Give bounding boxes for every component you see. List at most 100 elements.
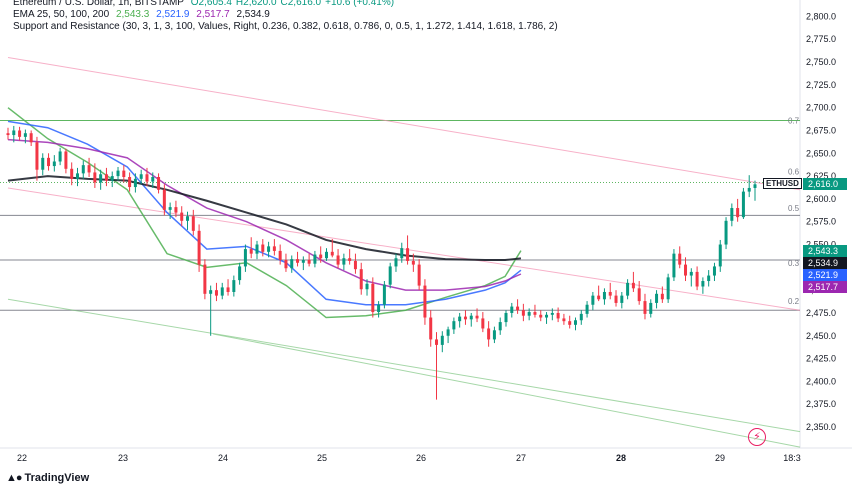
legend-support-resistance[interactable]: Support and Resistance (30, 3, 1, 3, 100… (13, 21, 562, 33)
fib-label: 0.3 (788, 259, 800, 268)
candle-body (180, 212, 184, 221)
y-tick-label: 2,775.0 (806, 34, 836, 44)
y-tick-label: 2,350.0 (806, 422, 836, 432)
candle-body (168, 207, 172, 210)
candle-body (348, 258, 352, 261)
candle-body (458, 316, 462, 322)
ema-line (7, 175, 522, 262)
candle-body (87, 165, 91, 173)
y-tick-label: 2,450.0 (806, 331, 836, 341)
y-tick-label: 2,800.0 (806, 11, 836, 21)
candle-body (741, 191, 745, 218)
y-tick-label: 2,400.0 (806, 376, 836, 386)
ema25-value: 2,543.3 (115, 9, 150, 20)
y-tick-label: 2,750.0 (806, 57, 836, 67)
candle-body (186, 216, 190, 221)
candle-body (220, 287, 224, 296)
candle-body (52, 161, 56, 167)
ema200-value: 2,534.9 (236, 9, 270, 20)
legend-ema[interactable]: EMA 25, 50, 100, 200 2,543.3 2,521.9 2,5… (13, 9, 274, 21)
candle-body (243, 249, 247, 267)
candle-body (643, 301, 647, 314)
candle-body (133, 178, 137, 188)
y-tick-label: 2,725.0 (806, 80, 836, 90)
candle-body (336, 255, 340, 265)
tradingview-logo: ▲● TradingView (6, 472, 89, 484)
candle-body (255, 244, 259, 254)
candle-body (406, 248, 410, 261)
candle-body (417, 264, 421, 286)
candle-body (110, 176, 114, 181)
x-tick-label: 25 (317, 453, 327, 463)
candle-body (191, 216, 195, 231)
trend-line (7, 187, 801, 311)
candle-body (104, 174, 108, 181)
candle-body (296, 259, 300, 263)
ema-line (7, 138, 522, 291)
current-price-tag: 2,616.0 (803, 178, 847, 190)
candle-body (591, 295, 595, 305)
y-tick-label: 2,700.0 (806, 103, 836, 113)
candle-body (29, 133, 33, 143)
candle-body (701, 281, 705, 287)
candle-body (267, 246, 271, 252)
price-tag: 2,521.9 (803, 268, 847, 281)
symbol-label: ETHUSD (763, 178, 802, 189)
candle-body (47, 157, 51, 167)
candle-body (81, 165, 85, 174)
legend-ohlc: O2,605.4 H2,620.0 C2,616.0 +10.6 (+0.41%) (191, 0, 398, 8)
candle-body (238, 266, 242, 281)
x-tick-label: 26 (416, 453, 426, 463)
y-tick-label: 2,675.0 (806, 125, 836, 135)
candle-body (377, 304, 381, 313)
candle-body (203, 264, 207, 294)
candle-body (435, 339, 439, 345)
x-tick-label: 23 (118, 453, 128, 463)
candle-body (492, 330, 496, 340)
candle-body (70, 168, 74, 179)
candle-body (249, 249, 253, 254)
candle-body (359, 269, 363, 290)
ema50-value: 2,521.9 (156, 9, 190, 20)
flash-icon[interactable]: ⚡ (748, 428, 766, 446)
ohlc-value: H2,620.0 (235, 0, 277, 8)
candle-body (631, 282, 635, 289)
candle-body (388, 266, 392, 285)
candle-body (585, 304, 589, 314)
candle-body (139, 174, 143, 179)
y-tick-label: 2,575.0 (806, 217, 836, 227)
candle-body (649, 302, 653, 314)
candle-body (684, 264, 688, 276)
fib-label: 0.5 (788, 204, 800, 213)
candle-body (504, 312, 508, 323)
candle-body (753, 184, 757, 188)
candle-body (718, 244, 722, 267)
candle-body (556, 312, 560, 319)
candle-body (75, 173, 79, 179)
candle-body (145, 174, 149, 182)
candle-body (527, 312, 531, 316)
candle-body (620, 295, 624, 303)
candle-body (452, 321, 456, 330)
y-tick-label: 2,375.0 (806, 399, 836, 409)
candle-body (568, 321, 572, 325)
candle-body (342, 258, 346, 265)
price-tag: 2,534.9 (803, 256, 847, 269)
candle-body (197, 230, 201, 265)
candle-body (562, 318, 566, 322)
trend-line (213, 333, 801, 448)
candle-body (353, 260, 357, 270)
candle-body (521, 310, 525, 316)
candle-body (423, 285, 427, 318)
candle-body (614, 295, 618, 303)
candle-body (730, 208, 734, 221)
candle-body (695, 271, 699, 287)
candle-body (487, 328, 491, 340)
candle-body (626, 282, 630, 296)
candle-body (209, 290, 213, 294)
trend-line (7, 298, 801, 433)
candle-body (429, 317, 433, 340)
ohlc-value: C2,616.0 (280, 0, 322, 8)
candle-body (278, 250, 282, 261)
